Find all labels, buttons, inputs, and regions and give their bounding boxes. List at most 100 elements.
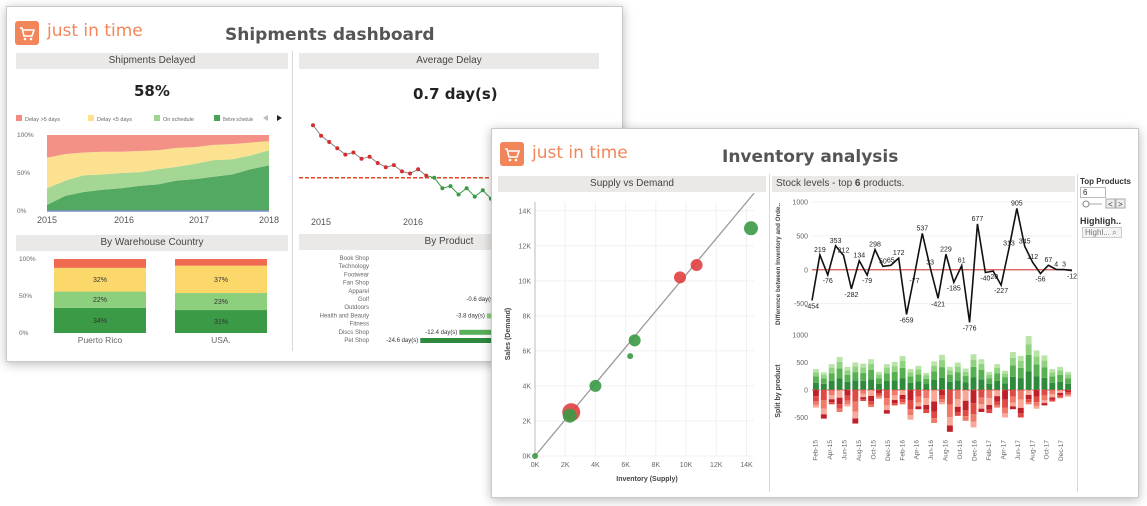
negative-bar-segment	[939, 402, 945, 405]
stock-line	[811, 208, 1073, 323]
category-label: Apparel	[348, 289, 369, 295]
bar	[459, 329, 499, 335]
data-point	[416, 167, 421, 172]
negative-bar-segment	[828, 399, 835, 403]
negative-bar-segment	[883, 398, 890, 406]
positive-bar-segment	[813, 372, 819, 377]
positive-bar-segment	[1033, 364, 1040, 377]
positive-bar-segment	[891, 371, 898, 381]
top-products-input[interactable]: 6	[1080, 187, 1106, 198]
x-tick-label: Feb-17	[986, 440, 993, 461]
negative-bar-segment	[852, 418, 859, 424]
by-warehouse-bar-chart: 34% 22% 32% Puerto Rico 31% 23% 37% USA. 0% 50% 10…	[19, 256, 267, 345]
stacked-bar-segment	[54, 259, 146, 268]
positive-bar-segment	[907, 372, 914, 377]
positive-bar-segment	[844, 374, 851, 382]
negative-bar-segment	[946, 390, 953, 405]
positive-bar-segment	[994, 373, 1001, 381]
y-tick-label: 6K	[522, 348, 531, 355]
positive-bar-segment	[813, 369, 819, 373]
positive-bar-segment	[931, 361, 938, 366]
point-label: -79	[862, 278, 872, 285]
positive-bar-segment	[994, 364, 1001, 369]
highlight-search-input[interactable]: Highl... ⌕	[1082, 227, 1122, 238]
x-tick-label: Jun-15	[842, 440, 849, 460]
x-tick-label: 12K	[710, 462, 723, 469]
scatter-point	[673, 271, 686, 284]
positive-bar-segment	[994, 380, 1001, 390]
negative-bar-segment	[1025, 399, 1032, 403]
positive-bar-segment	[907, 382, 914, 390]
x-tick-label: Jun-17	[1015, 440, 1022, 460]
area-series	[47, 165, 269, 211]
negative-bar-segment	[1049, 394, 1056, 398]
negative-bar-segment	[876, 397, 882, 399]
positive-bar-segment	[844, 381, 851, 390]
data-point	[383, 165, 388, 170]
x-tick-label: Dec-16	[972, 440, 979, 461]
average-delay-header: Average Delay	[299, 53, 599, 69]
positive-bar-segment	[1041, 367, 1048, 378]
negative-bar-segment	[1009, 402, 1016, 407]
positive-bar-segment	[978, 379, 985, 390]
negative-bar-segment	[931, 390, 938, 402]
negative-bar-segment	[883, 390, 890, 399]
negative-bar-segment	[836, 390, 843, 398]
brand-name: just in time	[532, 143, 628, 163]
category-label: Fan Shop	[343, 281, 370, 287]
legend-next-icon[interactable]	[277, 115, 282, 121]
negative-bar-segment	[899, 395, 906, 400]
point-label: -12	[1067, 274, 1077, 281]
legend-prev-icon[interactable]	[263, 115, 268, 121]
top-products-slider[interactable]: < >	[1080, 198, 1130, 209]
shipments-legend: Delay >5 days Delay <5 days On schedule Bef…	[16, 115, 282, 123]
positive-bar-segment	[1057, 370, 1064, 375]
positive-bar-segment	[860, 363, 867, 368]
positive-bar-segment	[876, 378, 882, 384]
positive-bar-segment	[860, 380, 867, 390]
positive-bar-segment	[986, 374, 993, 379]
category-label: Pet Shop	[344, 338, 369, 344]
negative-bar-segment	[820, 400, 827, 409]
positive-bar-segment	[1065, 371, 1071, 375]
positive-bar-segment	[820, 378, 827, 384]
data-point	[448, 184, 453, 189]
positive-bar-segment	[899, 378, 906, 390]
negative-bar-segment	[978, 390, 985, 398]
x-tick-label: Jun-16	[928, 440, 935, 460]
negative-bar-segment	[1049, 399, 1056, 402]
positive-bar-segment	[986, 378, 993, 384]
positive-bar-segment	[1002, 370, 1008, 374]
positive-bar-segment	[1049, 382, 1056, 390]
negative-bar-segment	[915, 396, 922, 403]
negative-bar-segment	[962, 390, 969, 401]
scatter-point	[562, 408, 577, 423]
negative-bar-segment	[852, 411, 859, 419]
bar-value-label: 34%	[93, 318, 107, 325]
positive-bar-segment	[931, 371, 938, 380]
positive-bar-segment	[1057, 366, 1064, 371]
negative-bar-segment	[1057, 397, 1064, 399]
y-tick-label: 1000	[792, 333, 808, 340]
slider-prev-icon: <	[1108, 200, 1113, 209]
negative-bar-segment	[970, 403, 977, 415]
negative-bar-segment	[836, 397, 843, 405]
negative-bar-segment	[899, 399, 906, 403]
positive-bar-segment	[1041, 377, 1048, 390]
scatter-point	[627, 353, 634, 360]
y-tick-label: 0	[804, 267, 808, 274]
positive-bar-segment	[899, 355, 906, 362]
x-tick-label: 8K	[652, 462, 661, 469]
point-label: 134	[853, 253, 865, 260]
negative-bar-segment	[1041, 403, 1048, 406]
positive-bar-segment	[970, 377, 977, 390]
legend-entry: On schedule	[163, 117, 194, 123]
negative-bar-segment	[946, 404, 953, 418]
point-label: 33	[926, 260, 934, 267]
positive-bar-segment	[852, 362, 859, 367]
negative-bar-segment	[1057, 390, 1064, 393]
negative-bar-segment	[946, 417, 953, 426]
negative-bar-segment	[860, 399, 867, 401]
positive-bar-segment	[954, 372, 961, 381]
category-label: Health and Beauty	[320, 313, 369, 319]
